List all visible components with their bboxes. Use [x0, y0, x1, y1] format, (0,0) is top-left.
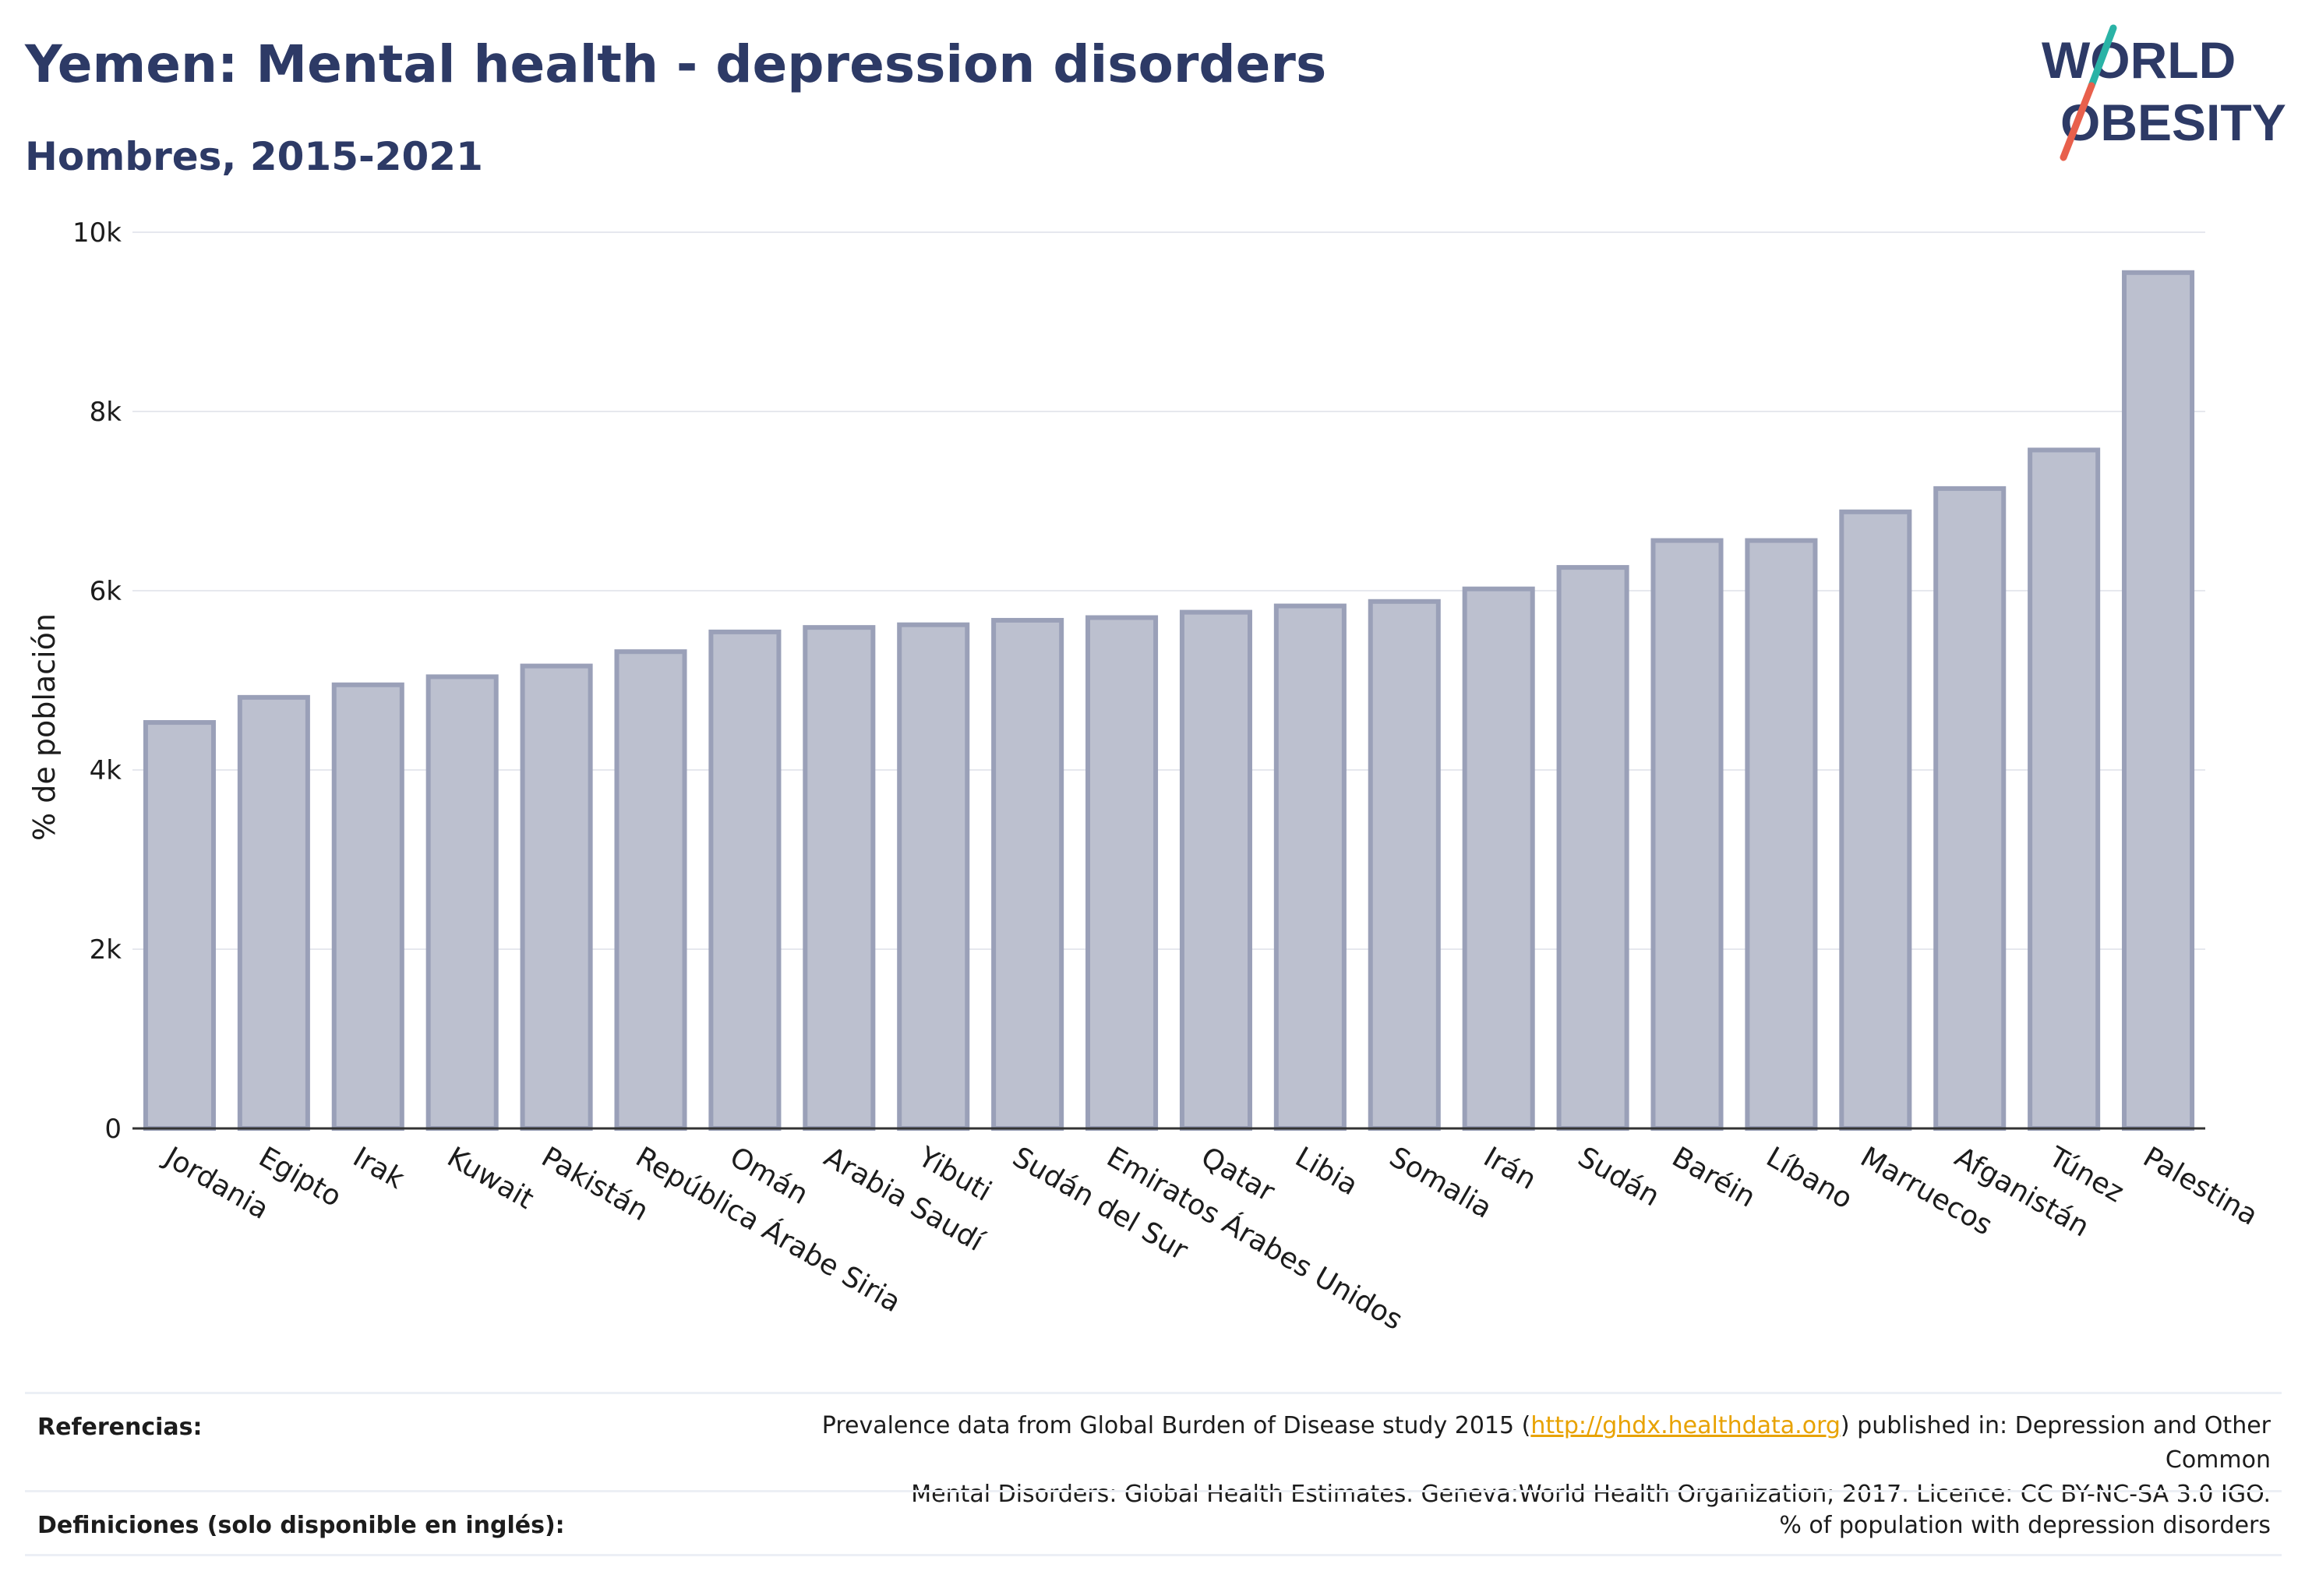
bar [1650, 538, 1724, 1131]
y-axis-label: % de población [27, 613, 62, 841]
bar [897, 622, 970, 1131]
logo-slash-bottom [2060, 82, 2095, 161]
bar [1556, 565, 1629, 1131]
references-text-after: ) published in: Depression and Other Com… [1840, 1412, 2271, 1474]
bar [1085, 615, 1159, 1131]
bar [1179, 609, 1252, 1131]
footer-divider-top [25, 1392, 2282, 1394]
references-text-line2: Mental Disorders: Global Health Estimate… [911, 1481, 2271, 1508]
y-tick-label: 4k [90, 755, 122, 786]
chart-subtitle: Hombres, 2015-2021 [25, 134, 483, 179]
x-tick-label: Irak [348, 1141, 410, 1195]
definitions-label: Definiciones (solo disponible en inglés)… [37, 1512, 565, 1539]
bar [708, 629, 782, 1131]
bar [1839, 509, 1912, 1131]
world-obesity-logo: WORLD OBESITY [2042, 24, 2286, 161]
x-tick-label: Kuwait [442, 1141, 539, 1216]
y-tick-label: 8k [90, 397, 122, 428]
logo-line1: WORLD [2042, 31, 2236, 89]
logo-line2: OBESITY [2060, 94, 2286, 151]
bar [237, 694, 310, 1131]
x-tick-label: Irán [1478, 1141, 1541, 1196]
y-tick-label: 0 [104, 1114, 122, 1145]
bar [520, 663, 593, 1131]
x-tick-label: Jordania [157, 1140, 274, 1226]
bar [614, 649, 687, 1131]
x-tick-label: Líbano [1761, 1141, 1858, 1215]
bar [1273, 603, 1347, 1131]
references-text: Prevalence data from Global Burden of Di… [712, 1409, 2271, 1512]
x-tick-label: Libia [1290, 1141, 1363, 1202]
logo-slash-top [2088, 24, 2117, 90]
bars [143, 270, 2195, 1131]
x-tick-label: Pakistán [536, 1141, 654, 1227]
references-text-before: Prevalence data from Global Burden of Di… [821, 1412, 1531, 1439]
definitions-text: % of population with depression disorder… [1779, 1512, 2271, 1539]
bar [425, 674, 499, 1131]
references-label: Referencias: [37, 1414, 203, 1441]
x-tick-label: Sudán [1573, 1141, 1665, 1213]
y-tick-label: 2k [90, 934, 122, 966]
bar [803, 625, 876, 1131]
references-link[interactable]: http://ghdx.healthdata.org [1530, 1412, 1841, 1439]
chart-title: Yemen: Mental health - depression disord… [25, 34, 1327, 94]
y-tick-labels: 0 2k 4k 6k 8k 10k [72, 217, 122, 1145]
footer-divider-bottom [25, 1554, 2282, 1556]
y-tick-label: 6k [90, 576, 122, 607]
x-tick-label: Somalia [1384, 1141, 1497, 1225]
bar [2028, 447, 2101, 1131]
bar [991, 617, 1064, 1131]
bar [2122, 270, 2195, 1131]
x-tick-label: Baréin [1667, 1141, 1761, 1213]
bar [1933, 486, 2007, 1131]
bar [1462, 586, 1535, 1131]
bar [331, 682, 404, 1131]
bar [1745, 538, 1818, 1131]
x-tick-label: Arabia Saudí [819, 1141, 990, 1258]
footer-divider-middle [25, 1490, 2282, 1492]
bar [143, 720, 216, 1131]
bar [1368, 598, 1441, 1131]
x-tick-label: Palestina [2137, 1141, 2263, 1232]
y-tick-label: 10k [72, 217, 122, 249]
